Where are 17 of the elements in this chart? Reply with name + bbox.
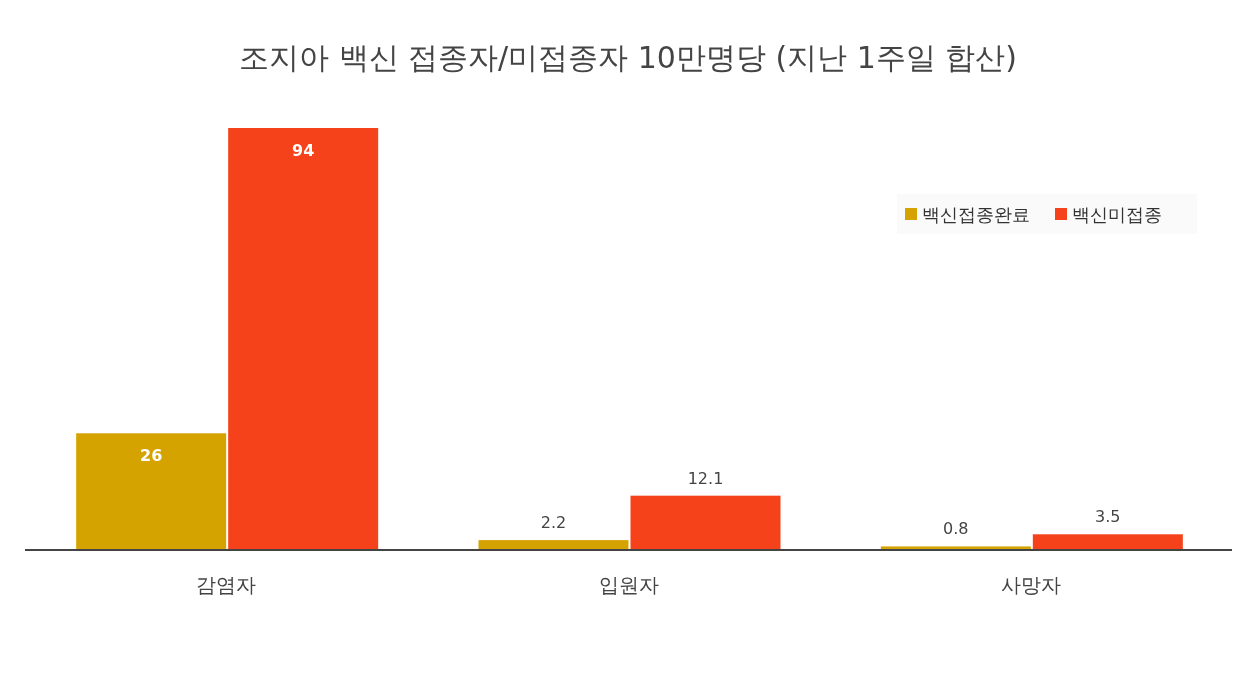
bar xyxy=(630,495,781,550)
x-tick-label: 감염자 xyxy=(196,573,257,597)
data-label: 12.1 xyxy=(687,468,724,488)
legend-label: 백신미접종 xyxy=(1072,204,1162,225)
x-tick-label: 입원자 xyxy=(598,573,659,597)
bar xyxy=(1032,534,1183,550)
data-label: 0.8 xyxy=(943,519,969,539)
bar xyxy=(478,540,629,550)
data-label: 2.2 xyxy=(540,513,567,533)
bar xyxy=(76,433,227,550)
x-tick-label: 사망자 xyxy=(1000,573,1061,597)
data-label: 94 xyxy=(292,141,315,160)
data-label: 26 xyxy=(140,446,163,466)
legend-label: 백신접종완료 xyxy=(922,204,1030,225)
bar xyxy=(228,128,379,550)
chart-title: 조지아 백신 접종자/미접종자 10만명당 (지난 1주일 합산) xyxy=(239,40,1017,75)
data-label: 3.5 xyxy=(1095,507,1121,527)
